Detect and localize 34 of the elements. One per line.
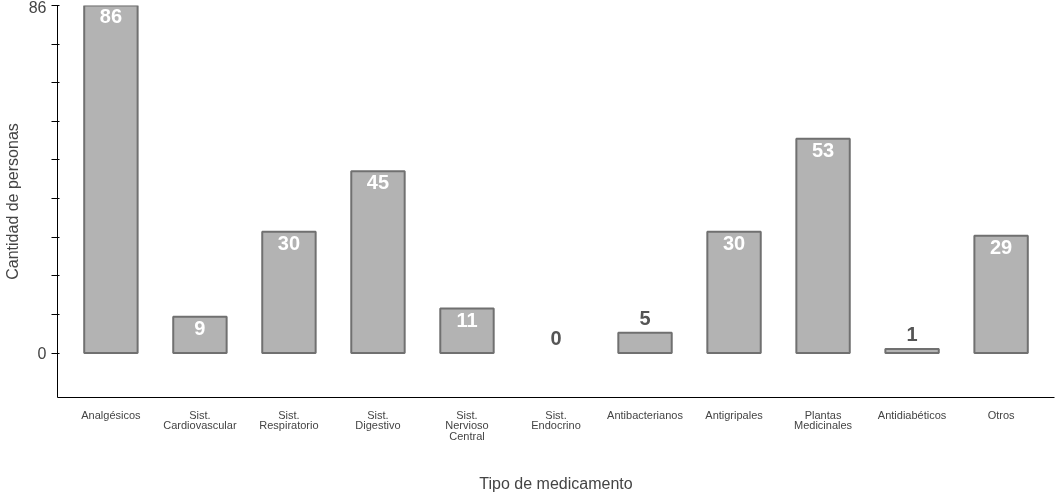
data-label: 30 [722, 231, 746, 254]
data-label: 1 [906, 323, 918, 346]
x-tick-label: Antidiabéticos [877, 408, 947, 421]
data-label: 45 [366, 171, 390, 194]
x-tick-label: Sist. Digestivo [355, 408, 401, 432]
bar [172, 315, 228, 355]
x-tick-label: Sist. Endocrino [531, 408, 581, 432]
bar [83, 5, 139, 355]
x-axis-title: Tipo de medicamento [479, 475, 633, 493]
x-tick-label: Sist. Cardiovascular [163, 408, 237, 432]
x-tick-label: Sist. Nervioso Central [445, 408, 489, 443]
bar [261, 230, 317, 355]
x-tick-label: Analgésicos [81, 408, 142, 421]
x-tick-label: Antibacterianos [607, 408, 684, 421]
bar [439, 307, 495, 355]
data-label: 11 [456, 308, 478, 331]
bar [706, 230, 762, 355]
bar [795, 137, 851, 355]
x-tick-label: Plantas Medicinales [794, 408, 853, 432]
x-tick-label: Antigripales [705, 408, 764, 421]
data-label: 30 [277, 231, 301, 254]
x-tick-label: Otros [987, 408, 1016, 421]
data-label: 86 [99, 5, 123, 28]
y-axis-title: Cantidad de personas [3, 123, 21, 280]
data-label: 53 [811, 138, 835, 161]
data-label: 9 [194, 316, 206, 339]
bar [973, 234, 1029, 355]
bar [350, 170, 406, 355]
data-label: 29 [989, 235, 1013, 258]
bar [884, 348, 940, 355]
data-label: 0 [550, 327, 562, 350]
data-label: 5 [639, 307, 651, 329]
bar [617, 331, 673, 355]
x-tick-label: Sist. Respiratorio [259, 408, 319, 432]
